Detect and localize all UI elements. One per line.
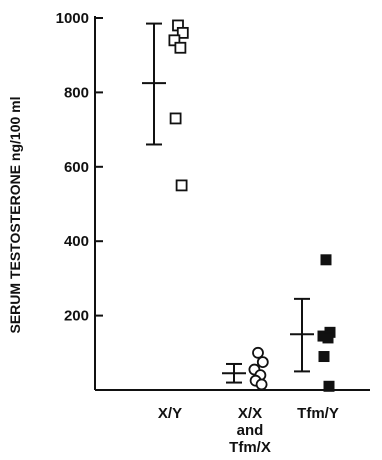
data-point-open-square bbox=[168, 34, 181, 47]
data-point-open-square bbox=[175, 179, 188, 192]
data-point-open-circle bbox=[256, 356, 269, 369]
y-tick-label: 800 bbox=[64, 84, 89, 101]
x-category-label: X/Y bbox=[158, 405, 182, 422]
y-axis-label: SERUM TESTOSTERONE ng/100 ml bbox=[7, 96, 23, 333]
data-point-open-square bbox=[176, 26, 189, 39]
y-tick-label: 400 bbox=[64, 233, 89, 250]
x-category-label: X/X bbox=[238, 405, 262, 422]
x-category-label: Tfm/Y bbox=[297, 405, 339, 422]
data-point-open-circle bbox=[255, 378, 268, 391]
x-category-label: Tfm/X bbox=[229, 439, 271, 456]
data-point-filled-square bbox=[322, 332, 334, 344]
data-point-open-square bbox=[169, 112, 182, 125]
data-point-filled-square bbox=[323, 380, 335, 392]
y-ticks: 200 400 600 800 1000 bbox=[56, 10, 103, 325]
y-tick-label: 1000 bbox=[56, 10, 89, 27]
data-point-filled-square bbox=[318, 351, 330, 363]
data-point-filled-square bbox=[320, 254, 332, 266]
data-points bbox=[168, 19, 336, 392]
y-tick-label: 200 bbox=[64, 308, 89, 325]
y-tick-label: 600 bbox=[64, 159, 89, 176]
data-point-open-circle bbox=[252, 346, 264, 359]
error-bars bbox=[142, 22, 314, 384]
x-category-label: and bbox=[237, 422, 264, 439]
data-point-open-square bbox=[174, 41, 187, 54]
